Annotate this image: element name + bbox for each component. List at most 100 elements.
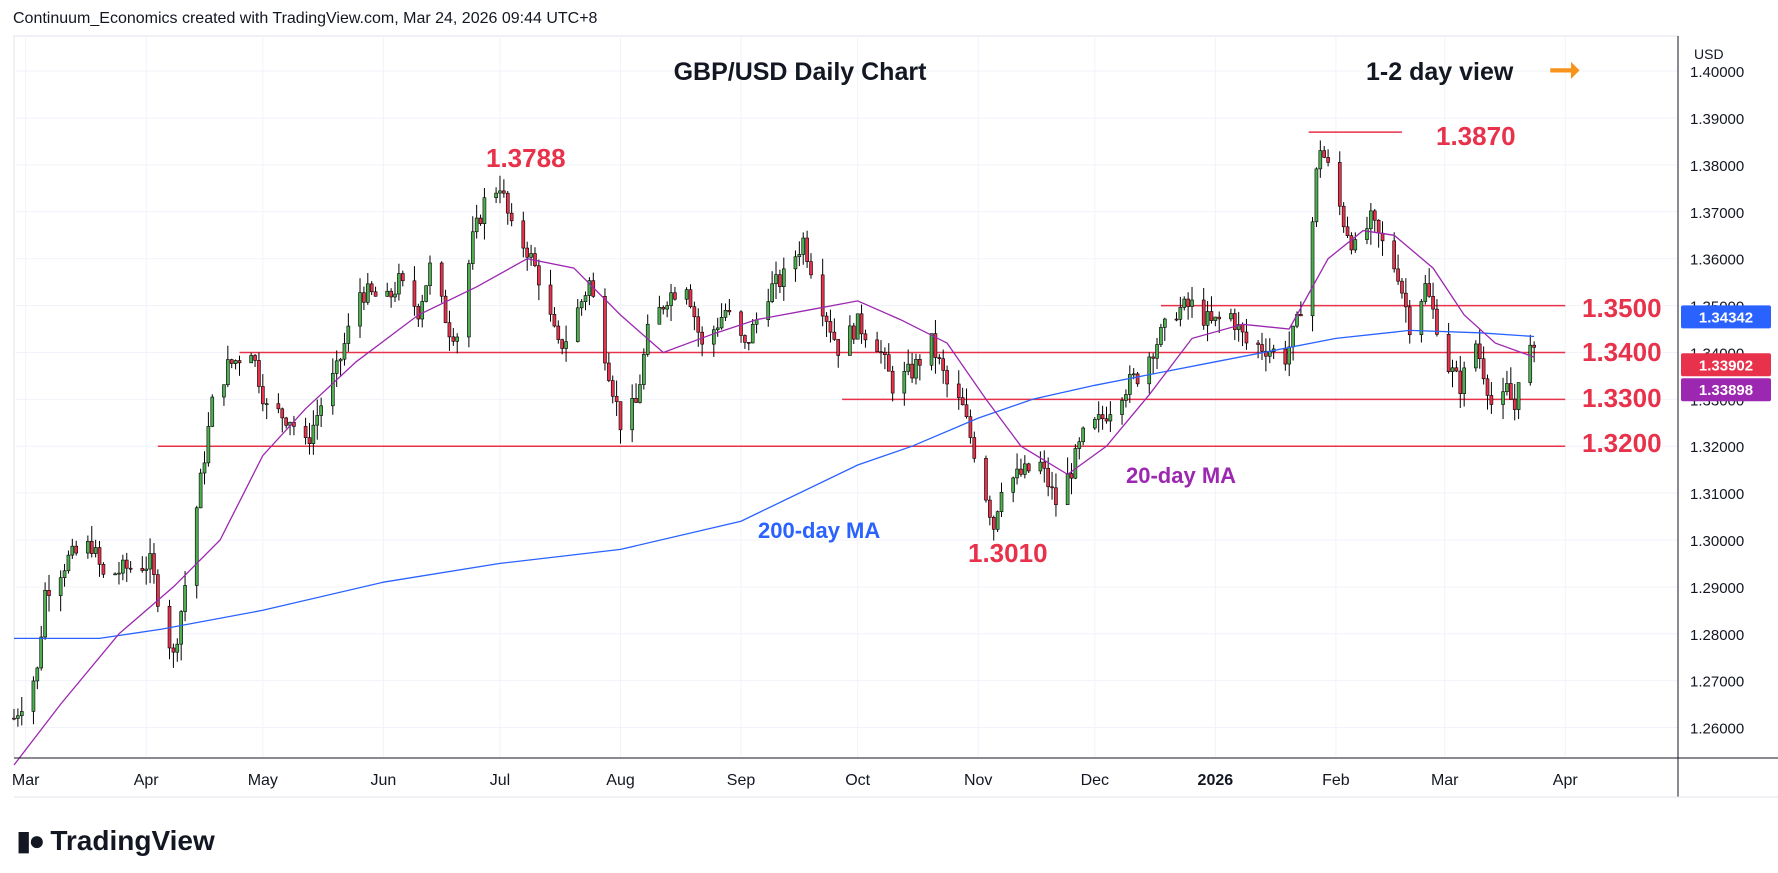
candle-body	[805, 237, 809, 262]
candle-body	[1260, 344, 1264, 352]
candle-body	[836, 339, 841, 356]
candle-body	[1477, 343, 1482, 360]
candle-body	[1341, 205, 1346, 228]
candle-body	[673, 292, 677, 300]
candle-body	[964, 404, 969, 418]
candle-body	[552, 313, 557, 327]
candle-body	[665, 305, 669, 310]
candle-body	[1232, 313, 1237, 330]
candle-body	[342, 343, 347, 360]
candle-body	[1093, 418, 1097, 429]
candle-body	[249, 355, 253, 364]
annotation-high-1-3788: 1.3788	[486, 143, 566, 173]
tradingview-logo-text: TradingView	[50, 824, 215, 856]
candle-body	[229, 359, 234, 364]
candle-body	[1174, 318, 1179, 321]
candle-body	[1015, 468, 1019, 479]
candle-body	[1283, 348, 1288, 365]
candle-body	[144, 568, 148, 571]
candle-body	[264, 403, 269, 405]
y-tick-label: 1.28000	[1690, 627, 1744, 644]
candle-body	[253, 355, 257, 361]
candle-body	[669, 292, 673, 306]
candle-body	[1205, 311, 1210, 326]
candle-body	[688, 289, 693, 308]
candle-body	[820, 274, 825, 317]
candle-body	[851, 325, 856, 340]
currency-label[interactable]: USD	[1694, 46, 1724, 62]
candle-body	[1365, 228, 1369, 240]
candle-body	[537, 265, 541, 286]
candle-body	[494, 192, 498, 199]
candle-body	[58, 577, 63, 596]
candle-body	[152, 553, 156, 575]
candle-body	[439, 262, 444, 297]
candle-body	[1512, 398, 1517, 410]
candle-body	[863, 333, 868, 341]
candle-body	[575, 307, 580, 342]
candle-body	[1485, 378, 1490, 396]
candle-body	[630, 397, 634, 431]
candle-body	[373, 291, 378, 297]
candle-body	[1528, 344, 1533, 383]
candle-body	[929, 333, 934, 366]
candle-body	[723, 310, 728, 318]
candle-body	[179, 611, 183, 645]
level-label-1-3400: 1.3400	[1582, 337, 1662, 367]
candle-body	[62, 570, 67, 578]
candle-body	[1069, 473, 1074, 479]
candle-body	[101, 564, 106, 575]
candle-body	[412, 280, 417, 307]
candle-body	[148, 553, 152, 570]
price-badge-text: 1.33902	[1699, 357, 1753, 374]
candle-body	[1369, 210, 1373, 230]
y-tick-label: 1.29000	[1690, 580, 1744, 597]
candle-body	[918, 359, 922, 366]
x-tick-label: Dec	[1081, 772, 1109, 789]
candle-body	[1404, 292, 1408, 308]
candle-body	[1190, 299, 1194, 307]
candle-body	[1474, 343, 1478, 369]
candle-body	[890, 370, 895, 394]
x-tick-label: 2026	[1198, 772, 1234, 789]
candle-body	[715, 327, 720, 331]
y-tick-label: 1.27000	[1690, 674, 1744, 691]
tradingview-logo-icon: ▮●	[16, 825, 45, 856]
candle-body	[202, 462, 207, 474]
candle-body	[1291, 325, 1295, 348]
candle-body	[747, 342, 751, 344]
candle-body	[692, 306, 697, 318]
candle-body	[1054, 487, 1058, 505]
tradingview-logo[interactable]: ▮● TradingView	[16, 824, 215, 857]
candle-body	[525, 247, 529, 258]
y-tick-label: 1.26000	[1690, 721, 1744, 738]
candle-body	[175, 643, 180, 653]
candle-body	[74, 545, 79, 554]
price-badge-bg	[1681, 353, 1771, 377]
candle-body	[529, 253, 533, 258]
candle-body	[991, 517, 996, 530]
x-tick-label: Aug	[606, 772, 634, 789]
candle-body	[385, 290, 390, 297]
candle-body	[1011, 477, 1015, 493]
price-badges: 1.34342 1.33902 1.33898	[1681, 305, 1771, 402]
candle-body	[365, 283, 370, 303]
candle-body	[237, 360, 242, 364]
candle-body	[750, 323, 755, 344]
moving-averages	[13, 229, 1535, 766]
candle-body	[128, 567, 133, 570]
candle-body	[1159, 327, 1163, 345]
price-badge-bg	[1681, 305, 1771, 329]
candle-body	[1287, 346, 1292, 365]
candle-body	[712, 329, 716, 345]
candle-body	[1454, 367, 1459, 372]
candle-body	[1135, 373, 1140, 385]
candle-body	[1026, 463, 1031, 472]
candle-body	[70, 545, 75, 556]
candle-body	[1124, 394, 1128, 401]
candle-body	[124, 559, 129, 569]
candle-body	[933, 333, 938, 358]
candle-body	[824, 315, 829, 322]
candle-body	[956, 383, 961, 398]
candle-body	[338, 358, 343, 362]
